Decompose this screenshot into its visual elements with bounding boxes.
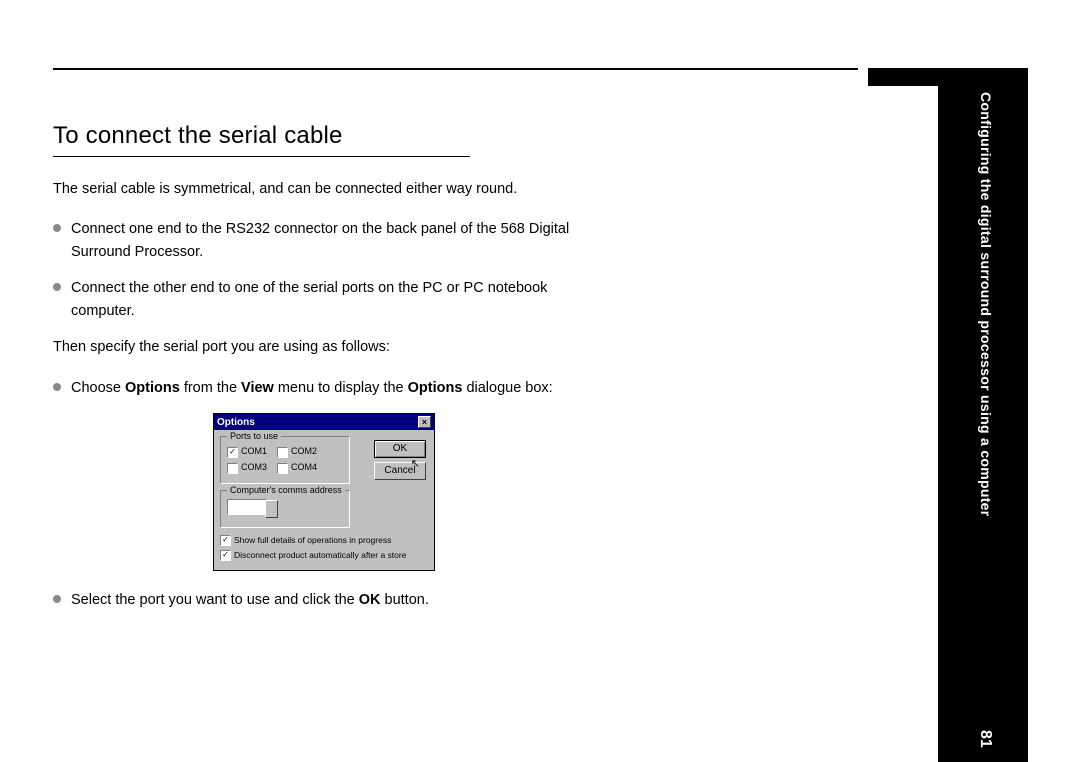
side-tab: Configuring the digital surround process… [938,68,1028,762]
text-span: dialogue box: [462,380,552,396]
dialog-title: Options [217,415,255,431]
show-details-checkbox[interactable]: ✓Show full details of operations in prog… [220,534,428,547]
address-spinner[interactable] [227,499,267,515]
bottom-options: ✓Show full details of operations in prog… [220,534,428,562]
ports-group-label: Ports to use [227,430,281,444]
com1-label: COM1 [241,445,267,459]
dialog-titlebar: Options × [214,414,434,430]
page-number: 81 [976,730,994,748]
com4-checkbox[interactable]: COM4 [277,461,317,475]
dialog-figure: Options × Ports to use ✓COM1 COM2 COM3 C… [213,413,613,571]
text-span: from the [180,380,241,396]
bullet-choose-options: Choose Options from the View menu to dis… [53,377,613,399]
com4-label: COM4 [291,461,317,475]
top-rule [53,68,858,70]
com2-label: COM2 [291,445,317,459]
bullet-connect-rs232: Connect one end to the RS232 connector o… [53,218,613,263]
comms-address-label: Computer's comms address [227,484,345,498]
text-span: Choose [71,380,125,396]
body-text: The serial cable is symmetrical, and can… [53,178,613,625]
manual-page: Configuring the digital surround process… [53,68,1028,733]
section-heading: To connect the serial cable [53,122,343,150]
disconnect-label: Disconnect product automatically after a… [234,549,406,562]
bold-ok: OK [359,592,381,608]
text-span: button. [381,592,429,608]
com1-checkbox[interactable]: ✓COM1 [227,445,267,459]
com2-checkbox[interactable]: COM2 [277,445,317,459]
close-icon[interactable]: × [418,416,431,428]
ok-button[interactable]: OK [374,440,426,458]
comms-address-group: Computer's comms address [220,490,350,528]
bullet-select-port: Select the port you want to use and clic… [53,589,613,611]
com3-checkbox[interactable]: COM3 [227,461,267,475]
text-span: Select the port you want to use and clic… [71,592,359,608]
bold-view: View [241,380,274,396]
bold-options: Options [125,380,180,396]
ports-group: Ports to use ✓COM1 COM2 COM3 COM4 [220,436,350,484]
cancel-button[interactable]: Cancel [374,462,426,480]
heading-underline [53,156,470,157]
show-details-label: Show full details of operations in progr… [234,534,391,547]
bold-options-2: Options [408,380,463,396]
com3-label: COM3 [241,461,267,475]
side-chapter-label: Configuring the digital surround process… [974,92,994,692]
dialog-body: Ports to use ✓COM1 COM2 COM3 COM4 OK Can… [214,430,434,570]
dialog-buttons: OK Cancel ↖ [374,440,426,484]
bullet-connect-pc: Connect the other end to one of the seri… [53,277,613,322]
options-dialog: Options × Ports to use ✓COM1 COM2 COM3 C… [213,413,435,571]
intro-paragraph: The serial cable is symmetrical, and can… [53,178,613,200]
text-span: menu to display the [274,380,408,396]
then-paragraph: Then specify the serial port you are usi… [53,336,613,358]
disconnect-checkbox[interactable]: ✓Disconnect product automatically after … [220,549,428,562]
